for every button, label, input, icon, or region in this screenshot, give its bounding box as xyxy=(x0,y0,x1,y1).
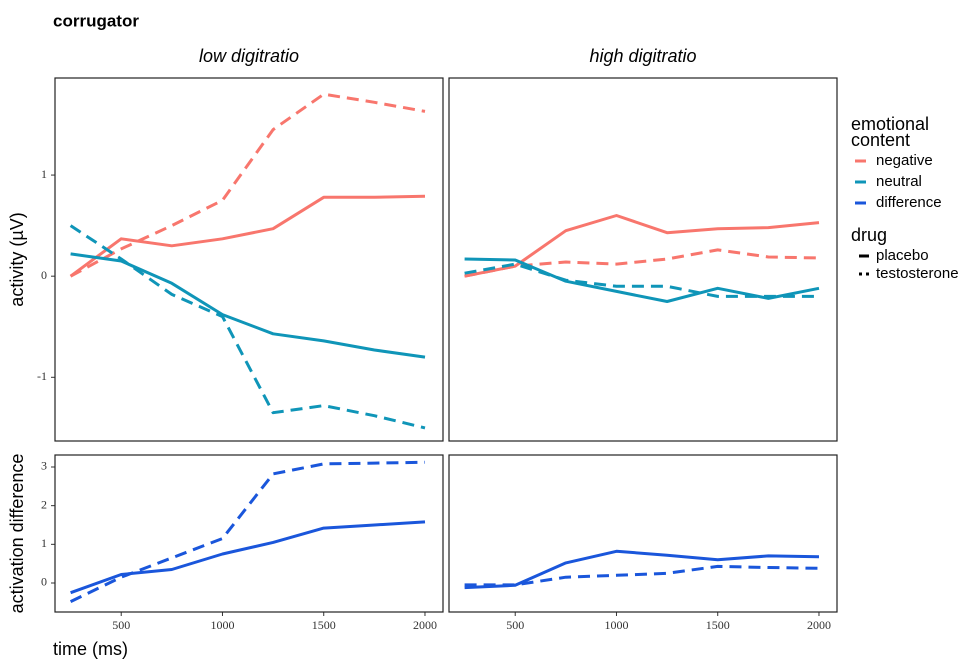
x-axis-label: time (ms) xyxy=(53,639,128,659)
x-tick-label: 1000 xyxy=(210,618,234,632)
series-line xyxy=(464,549,820,590)
x-tick-label: 1500 xyxy=(706,618,730,632)
series-line xyxy=(69,224,426,430)
y-tick-label: -1 xyxy=(37,369,47,383)
x-tick-label: 1000 xyxy=(604,618,628,632)
x-tick-label: 500 xyxy=(506,618,524,632)
y-tick-label: 2 xyxy=(41,497,47,511)
series-line xyxy=(464,214,820,278)
x-tick-label: 1500 xyxy=(312,618,336,632)
chart-title: corrugator xyxy=(53,11,139,30)
panel-frame xyxy=(54,454,444,613)
series-line xyxy=(69,460,426,603)
legend-label: difference xyxy=(876,194,942,211)
y-tick-label: 0 xyxy=(41,575,47,589)
legend-label: negative xyxy=(876,152,933,169)
legend-label: placebo xyxy=(876,247,929,264)
series-line xyxy=(70,252,426,359)
series-line xyxy=(70,520,426,595)
panel-frame xyxy=(448,454,838,613)
panel-title: low digitratio xyxy=(199,46,299,66)
series-line xyxy=(464,257,820,303)
series-line xyxy=(69,92,426,278)
legend-title: emotional content xyxy=(851,114,930,150)
y-tick-label: 0 xyxy=(41,268,47,282)
x-tick-label: 500 xyxy=(112,618,130,632)
panel-frame xyxy=(448,77,838,442)
legend-label: testosterone xyxy=(876,265,959,282)
y-axis-label: activation difference xyxy=(7,454,27,614)
panel-title: high digitratio xyxy=(589,46,696,66)
x-tick-label: 2000 xyxy=(413,618,437,632)
y-axis-label: activity (µV) xyxy=(7,212,27,306)
y-tick-label: 1 xyxy=(41,167,47,181)
legend-label: neutral xyxy=(876,173,922,190)
y-tick-label: 1 xyxy=(41,536,47,550)
legend-title: drug xyxy=(851,225,887,245)
series-line xyxy=(464,262,819,298)
y-tick-label: 3 xyxy=(41,459,47,473)
x-tick-label: 2000 xyxy=(807,618,831,632)
series-line xyxy=(464,564,820,587)
panel-frame xyxy=(54,77,444,442)
series-line xyxy=(69,194,426,278)
